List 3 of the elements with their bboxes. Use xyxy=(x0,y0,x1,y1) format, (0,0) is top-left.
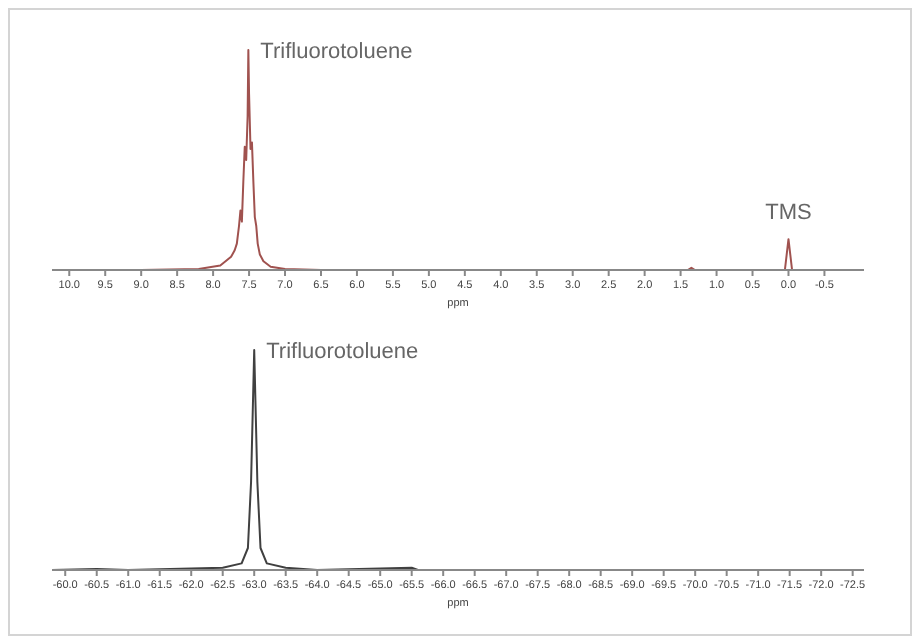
annotation: TMS xyxy=(765,201,812,226)
annotation: Trifluorotoluene xyxy=(260,39,413,64)
annotation: Trifluorotoluene xyxy=(266,339,419,364)
